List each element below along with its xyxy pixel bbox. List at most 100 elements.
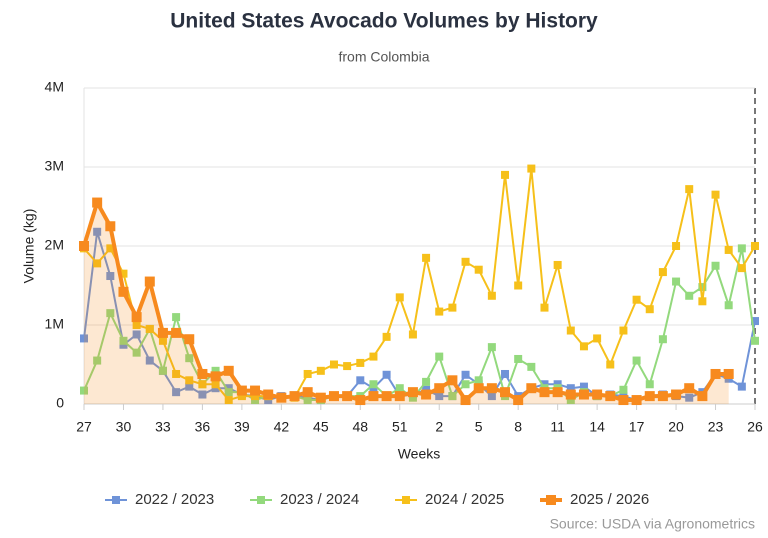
marker [685,185,694,194]
marker [685,393,694,402]
x-tick-label: 23 [708,419,724,435]
marker [408,330,417,339]
area [84,202,729,404]
marker [132,348,141,357]
marker [605,391,616,402]
marker [276,392,287,403]
x-tick-label: 48 [353,419,369,435]
marker [460,395,471,406]
x-tick-label: 2 [435,419,443,435]
marker [566,384,575,393]
marker [435,392,444,401]
marker [224,396,233,405]
line [83,247,756,402]
marker [343,362,352,371]
marker [356,358,365,367]
marker [157,327,168,338]
marker [131,312,142,323]
source-note: Source: USDA via Agronometrics [550,516,755,532]
marker [210,371,221,382]
marker [461,370,470,379]
marker [303,369,312,378]
marker [631,395,642,406]
marker [251,392,260,401]
marker [552,387,563,398]
marker [645,380,654,389]
marker [486,383,497,394]
marker [237,392,246,401]
marker [407,387,418,398]
marker [447,375,458,386]
marker [500,387,511,398]
marker [119,336,128,345]
marker [197,368,208,379]
marker [658,268,667,277]
marker [144,276,155,287]
marker [395,293,404,302]
marker [369,380,378,389]
marker [737,382,746,391]
marker [724,245,733,254]
marker [315,392,326,403]
legend-marker [402,496,410,504]
x-tick-label: 33 [155,419,171,435]
marker [658,335,667,344]
x-tick-label: 36 [195,419,211,435]
marker [553,260,562,269]
marker [250,385,261,396]
marker [672,277,681,286]
marker [263,389,274,400]
marker [657,391,668,402]
marker [579,382,588,391]
legend-label: 2024 / 2025 [425,491,504,508]
marker [382,370,391,379]
marker [329,360,338,369]
marker [619,326,628,335]
marker [474,265,483,274]
x-tick-label: 8 [514,419,522,435]
marker [132,321,141,329]
marker [723,368,734,379]
marker [408,393,417,402]
marker [473,383,484,394]
marker [632,356,641,365]
y-tick-label: 1M [45,316,64,332]
line [83,167,756,402]
x-tick-label: 51 [392,419,408,435]
marker [737,244,746,253]
marker [342,391,353,402]
marker [302,387,313,398]
y-tick-label: 4M [45,79,64,95]
marker [565,389,576,400]
x-tick-label: 17 [629,419,645,435]
marker [578,389,589,400]
marker [737,264,746,273]
marker [368,391,379,402]
marker [356,376,365,385]
marker [501,170,510,179]
marker [461,380,470,389]
x-tick-label: 5 [475,419,483,435]
marker [421,389,432,400]
x-tick-label: 45 [313,419,329,435]
marker [645,305,654,314]
marker [422,377,431,386]
marker [172,369,181,378]
marker [514,281,523,290]
marker [223,365,234,376]
x-tick-label: 42 [274,419,290,435]
marker [158,366,167,375]
marker [172,313,181,322]
marker [501,369,510,378]
marker [435,352,444,361]
marker [566,396,575,405]
x-tick-label: 39 [234,419,250,435]
marker [632,295,641,304]
marker [724,301,733,310]
marker [751,336,759,345]
marker [289,391,300,402]
marker [92,197,103,208]
legend-label: 2023 / 2024 [280,491,359,508]
marker [422,253,431,262]
marker [487,392,496,401]
